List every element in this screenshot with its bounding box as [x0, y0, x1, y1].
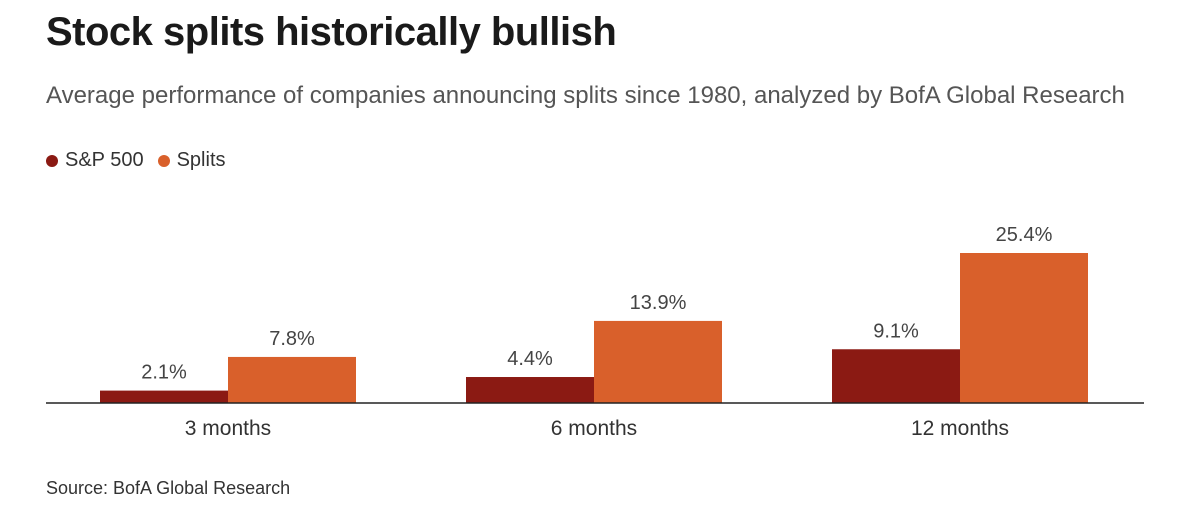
chart-subtitle: Average performance of companies announc…	[46, 82, 1125, 109]
data-label-splits-1: 13.9%	[630, 292, 687, 314]
data-label-splits-0: 7.8%	[269, 328, 315, 350]
data-label-sp500-2: 9.1%	[873, 320, 919, 342]
bar-splits-2	[960, 253, 1088, 403]
x-tick-label-0: 3 months	[185, 417, 271, 440]
x-tick-label-1: 6 months	[551, 417, 637, 440]
bar-sp500-0	[100, 390, 228, 403]
bar-sp500-1	[466, 377, 594, 403]
bar-splits-1	[594, 320, 722, 403]
data-label-sp500-0: 2.1%	[141, 362, 187, 384]
legend-label-splits: Splits	[176, 149, 226, 171]
source-note: Source: BofA Global Research	[46, 478, 291, 498]
bar-sp500-2	[832, 349, 960, 403]
data-label-splits-2: 25.4%	[996, 224, 1053, 246]
legend-swatch-sp500	[46, 154, 58, 167]
legend: S&P 500 Splits	[46, 149, 240, 172]
legend-label-sp500: S&P 500	[65, 149, 144, 171]
chart-title: Stock splits historically bullish	[46, 10, 617, 54]
legend-swatch-splits	[157, 154, 170, 167]
data-label-sp500-1: 4.4%	[507, 348, 553, 370]
x-tick-label-2: 12 months	[911, 417, 1009, 440]
bar-splits-0	[228, 356, 356, 403]
legend-item-sp500: S&P 500	[46, 149, 144, 172]
legend-item-splits: Splits	[157, 149, 226, 172]
